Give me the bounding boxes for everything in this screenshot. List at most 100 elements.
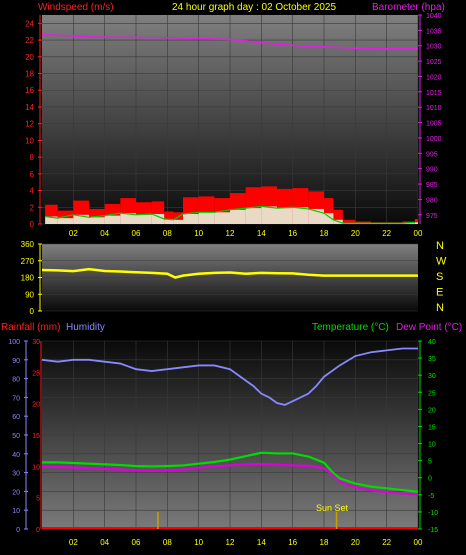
wind-x-tick-label: 10 bbox=[194, 229, 203, 238]
wind-x-tick-label: 08 bbox=[163, 229, 172, 238]
temp-x-tick-label: 14 bbox=[257, 538, 266, 547]
rain-y-tick-label: 0 bbox=[36, 527, 40, 534]
barometer-axis-title: Barometer (hpa) bbox=[372, 2, 445, 13]
temp-x-tick-label: 20 bbox=[351, 538, 360, 547]
temperature-y-tick-label: -5 bbox=[428, 493, 434, 500]
rain-y-tick-label: 5 bbox=[36, 496, 40, 503]
temp-x-tick-label: 08 bbox=[163, 538, 172, 547]
humidity-y-tick-label: 80 bbox=[12, 377, 20, 384]
direction-y-tick-label: 360 bbox=[21, 240, 35, 249]
temperature-y-tick-label: -10 bbox=[428, 510, 438, 517]
rainfall-axis-title: Rainfall (mm) bbox=[1, 322, 60, 333]
baro-y-tick-label: 1020 bbox=[426, 74, 442, 81]
gust-bar bbox=[89, 217, 105, 224]
compass-label: E bbox=[436, 287, 443, 299]
compass-label: W bbox=[436, 256, 447, 268]
rain-y-tick-label: 30 bbox=[32, 339, 40, 346]
compass-label: N bbox=[436, 240, 444, 252]
windspeed-bar bbox=[173, 212, 183, 224]
humidity-line bbox=[41, 347, 418, 406]
wind-x-tick-label: 14 bbox=[257, 229, 266, 238]
wind-x-tick-label: 00 bbox=[414, 229, 423, 238]
baro-y-tick-label: 1025 bbox=[426, 59, 442, 66]
temp-x-tick-label: 16 bbox=[288, 538, 297, 547]
windspeed-axis-title: Windspeed (m/s) bbox=[38, 2, 114, 13]
gust-bar bbox=[402, 223, 415, 224]
wind-y-tick-label: 24 bbox=[25, 19, 34, 28]
wind-y-tick-label: 0 bbox=[30, 220, 35, 229]
temp-x-tick-label: 10 bbox=[194, 538, 203, 547]
humidity-y-tick-label: 10 bbox=[12, 508, 20, 515]
temperature-axis-title: Temperature (°C) bbox=[312, 322, 389, 333]
gust-bar bbox=[183, 213, 199, 224]
temp-x-tick-label: 02 bbox=[69, 538, 78, 547]
windspeed-bar bbox=[164, 211, 174, 224]
wind-y-tick-label: 18 bbox=[25, 70, 34, 79]
humidity-y-tick-label: 30 bbox=[12, 471, 20, 478]
wind-x-tick-label: 02 bbox=[69, 229, 78, 238]
gust-bar bbox=[414, 222, 418, 224]
humidity-y-tick-label: 50 bbox=[12, 433, 20, 440]
baro-y-tick-label: 980 bbox=[426, 197, 438, 204]
temp-x-tick-label: 04 bbox=[100, 538, 109, 547]
temp-x-tick-label: 12 bbox=[226, 538, 235, 547]
wind-y-tick-label: 2 bbox=[30, 203, 35, 212]
windspeed-bar bbox=[333, 209, 343, 224]
wind-y-tick-label: 10 bbox=[25, 136, 34, 145]
gust-bar bbox=[230, 209, 246, 224]
temp-x-tick-label: 06 bbox=[132, 538, 141, 547]
windspeed-bar bbox=[342, 219, 356, 224]
gust-line bbox=[45, 205, 415, 224]
gust-bar bbox=[73, 214, 89, 224]
compass-label: N bbox=[436, 302, 444, 314]
gust-bar bbox=[292, 207, 309, 224]
wind-y-tick-label: 16 bbox=[25, 86, 34, 95]
gust-bar bbox=[324, 213, 334, 224]
wind-y-tick-label: 6 bbox=[30, 170, 35, 179]
gust-bar bbox=[198, 212, 215, 224]
temp-x-tick-label: 00 bbox=[414, 538, 423, 547]
gust-bar bbox=[151, 213, 165, 224]
rain-y-tick-label: 15 bbox=[32, 433, 40, 440]
temperature-y-tick-label: 30 bbox=[428, 373, 436, 380]
humidity-y-tick-label: 20 bbox=[12, 489, 20, 496]
wind-y-tick-label: 22 bbox=[25, 36, 34, 45]
wind-y-tick-label: 8 bbox=[30, 153, 35, 162]
temp-x-tick-label: 22 bbox=[382, 538, 391, 547]
rain-y-tick-label: 20 bbox=[32, 402, 40, 409]
humidity-y-tick-label: 0 bbox=[16, 527, 20, 534]
baro-y-tick-label: 975 bbox=[426, 213, 438, 220]
barometer-line bbox=[41, 33, 418, 50]
temperature-y-tick-label: -15 bbox=[428, 527, 438, 534]
wind-x-tick-label: 06 bbox=[132, 229, 141, 238]
temperature-y-tick-label: 25 bbox=[428, 390, 436, 397]
gust-bar bbox=[104, 215, 121, 224]
wind-x-tick-label: 04 bbox=[100, 229, 109, 238]
baro-y-tick-label: 985 bbox=[426, 182, 438, 189]
rain-y-tick-label: 25 bbox=[32, 370, 40, 377]
temp-x-tick-label: 18 bbox=[320, 538, 329, 547]
temperature-y-tick-label: 0 bbox=[428, 476, 432, 483]
gust-bar bbox=[57, 218, 74, 224]
gust-bar bbox=[136, 214, 152, 224]
gust-bar bbox=[164, 218, 174, 224]
temperature-line bbox=[42, 451, 419, 493]
gust-bar bbox=[173, 219, 183, 224]
compass-label: S bbox=[436, 271, 443, 283]
humidity-y-tick-label: 60 bbox=[12, 414, 20, 421]
gust-bar bbox=[277, 208, 293, 224]
humidity-y-tick-label: 90 bbox=[12, 358, 20, 365]
rain-y-tick-label: 10 bbox=[32, 464, 40, 471]
humidity-y-tick-label: 40 bbox=[12, 452, 20, 459]
temperature-y-tick-label: 20 bbox=[428, 407, 436, 414]
direction-y-tick-label: 270 bbox=[21, 257, 35, 266]
humidity-axis-title: Humidity bbox=[66, 322, 105, 333]
wind-x-tick-label: 22 bbox=[382, 229, 391, 238]
gust-bar bbox=[308, 208, 324, 224]
baro-y-tick-label: 1000 bbox=[426, 136, 442, 143]
wind-x-tick-label: 12 bbox=[226, 229, 235, 238]
dewpoint-axis-title: Dew Point (°C) bbox=[396, 322, 462, 333]
direction-y-tick-label: 180 bbox=[21, 274, 35, 283]
baro-y-tick-label: 990 bbox=[426, 167, 438, 174]
gust-bar bbox=[120, 213, 136, 224]
